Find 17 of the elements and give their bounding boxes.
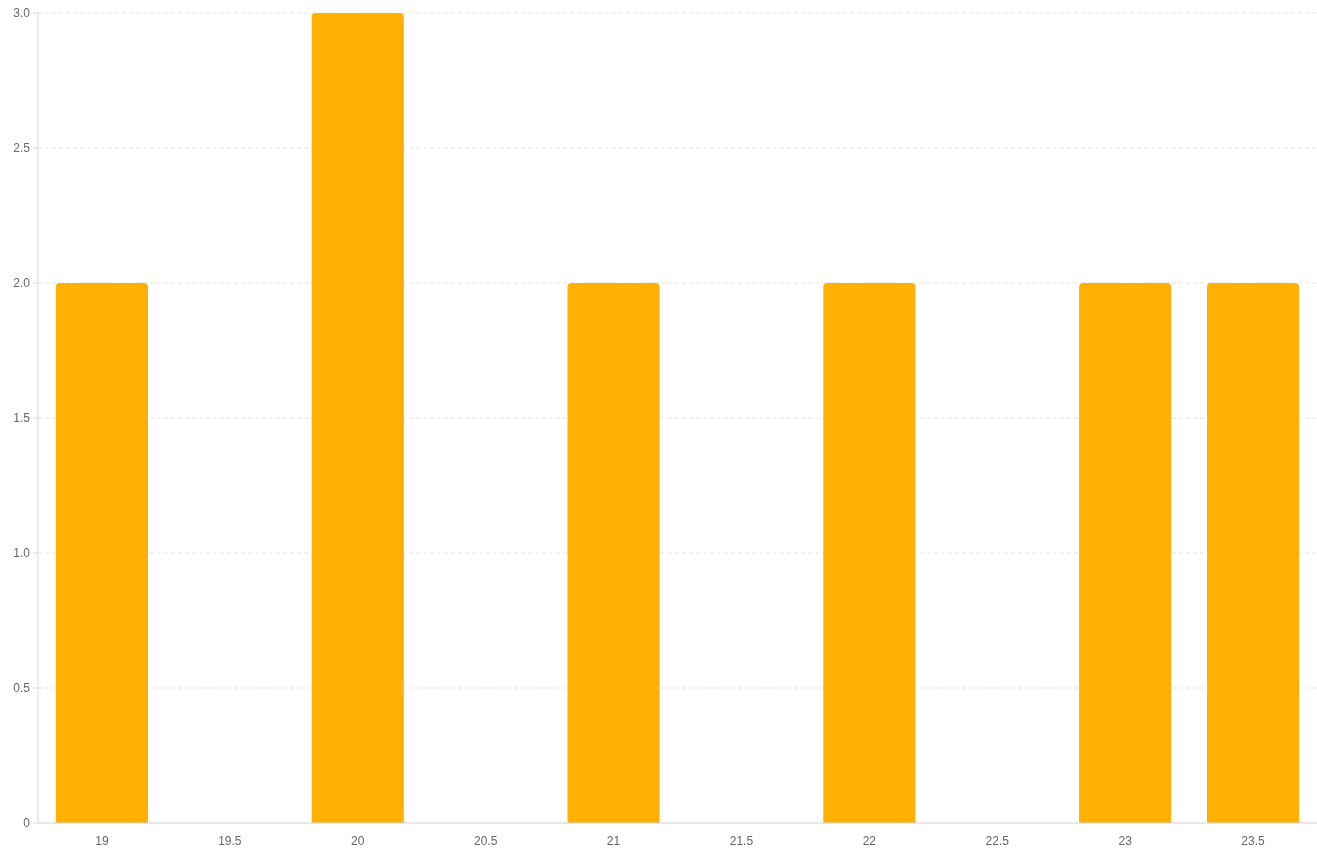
x-tick-label: 21.5 <box>729 834 754 849</box>
x-tick-label: 23.5 <box>1241 834 1266 849</box>
y-tick-label: 1.0 <box>13 546 31 561</box>
x-tick-label: 22 <box>862 834 877 849</box>
y-tick-label: 2.5 <box>13 141 31 156</box>
x-tick-label: 23 <box>1118 834 1133 849</box>
y-tick-label: 0.5 <box>13 681 31 696</box>
y-tick-label: 3.0 <box>13 6 31 21</box>
x-tick-label: 19.5 <box>218 834 242 849</box>
x-tick-label: 20 <box>351 834 365 849</box>
x-tick-label: 22.5 <box>985 834 1010 849</box>
x-tick-label: 19 <box>95 834 109 849</box>
y-tick-label: 0 <box>23 816 31 831</box>
y-tick-label: 1.5 <box>13 411 31 426</box>
x-tick-label: 20.5 <box>473 834 498 849</box>
x-tick-label: 21 <box>606 834 621 849</box>
y-tick-label: 2.0 <box>13 276 31 291</box>
